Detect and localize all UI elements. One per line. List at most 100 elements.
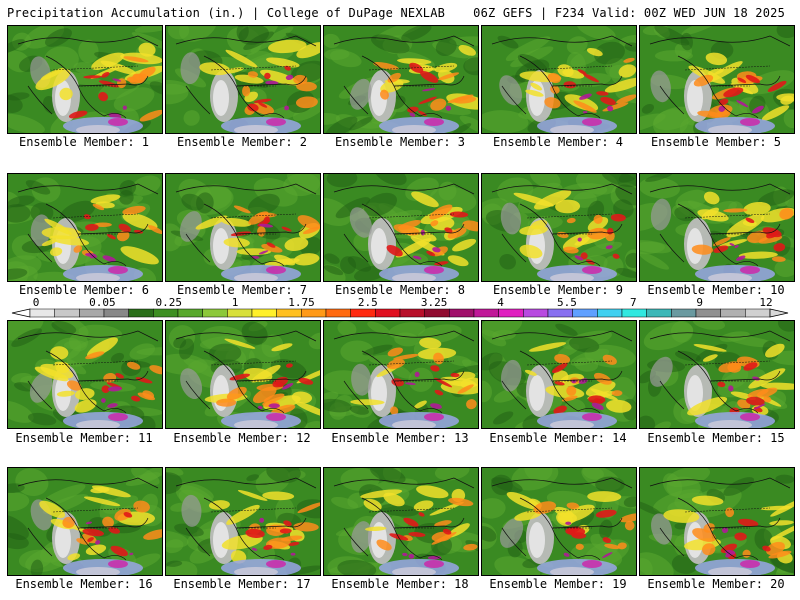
colorbar-swatch [745,308,771,318]
precip-field [482,174,636,281]
ensemble-member-map [323,173,479,282]
ensemble-member-label: Ensemble Member: 17 [173,577,311,591]
ensemble-member-label: Ensemble Member: 16 [15,577,153,591]
ensemble-member-label: Ensemble Member: 2 [176,135,308,149]
precip-field [324,26,478,133]
colorbar-tick-label: 3.25 [420,296,448,309]
ensemble-member-map [165,173,321,282]
ensemble-member-map [481,25,637,134]
ensemble-member-map [165,320,321,429]
colorbar-swatch [621,308,647,318]
ensemble-member-map [323,467,479,576]
precip-field [166,321,320,428]
colorbar-swatch [325,308,351,318]
ensemble-member-label: Ensemble Member: 11 [15,431,153,445]
ensemble-member-label: Ensemble Member: 13 [331,431,469,445]
colorbar-min-arrow [11,308,31,318]
colorbar-swatch [153,308,179,318]
colorbar-tick-label: 4 [497,296,504,309]
colorbar-swatch [251,308,277,318]
precip-field [640,26,794,133]
ensemble-member-map [639,25,795,134]
colorbar-swatch [128,308,154,318]
ensemble-member-map [323,320,479,429]
precip-field [482,26,636,133]
ensemble-member-label: Ensemble Member: 15 [647,431,785,445]
colorbar-tick-label: 2.5 [357,296,378,309]
ensemble-member-label: Ensemble Member: 18 [331,577,469,591]
precip-field [640,468,794,575]
precip-field [324,321,478,428]
colorbar-tick-label: 1 [231,296,239,309]
colorbar-tick-label: 12 [759,296,773,309]
precip-field [166,26,320,133]
colorbar-tick-label: 5.5 [556,296,577,309]
precip-field [8,468,162,575]
colorbar-swatch [276,308,302,318]
precip-field [166,468,320,575]
colorbar-swatch [523,308,549,318]
colorbar-swatch [350,308,376,318]
ensemble-member-label: Ensemble Member: 5 [650,135,782,149]
ensemble-member-label: Ensemble Member: 4 [492,135,624,149]
ensemble-member-label: Ensemble Member: 8 [334,283,466,297]
colorbar-tick-label: 0.25 [155,296,182,309]
colorbar-swatch [375,308,401,318]
ensemble-member-map [639,467,795,576]
ensemble-member-map [7,320,163,429]
ensemble-member-label: Ensemble Member: 19 [489,577,627,591]
ensemble-member-label: Ensemble Member: 3 [334,135,466,149]
ensemble-member-map [481,320,637,429]
colorbar-swatch [572,308,598,318]
precip-field [166,174,320,281]
ensemble-member-label: Ensemble Member: 9 [492,283,624,297]
colorbar-swatch [424,308,450,318]
precip-field [8,321,162,428]
colorbar-swatch [597,308,623,318]
precip-field [482,321,636,428]
colorbar-swatch [202,308,228,318]
colorbar-tick-label: 1.75 [288,296,315,309]
ensemble-member-map [639,320,795,429]
colorbar-swatch [79,308,105,318]
ensemble-member-label: Ensemble Member: 7 [176,283,308,297]
colorbar-swatch [449,308,475,318]
ensemble-member-map [639,173,795,282]
ensemble-member-label: Ensemble Member: 20 [647,577,785,591]
colorbar-swatch [54,308,80,318]
ensemble-member-map [7,467,163,576]
colorbar-swatch [473,308,499,318]
precip-field [482,468,636,575]
colorbar-max-arrow [769,308,789,318]
ensemble-member-label: Ensemble Member: 6 [18,283,150,297]
colorbar-swatch [177,308,203,318]
colorbar-swatch [399,308,425,318]
colorbar-tick-label: 9 [696,296,703,309]
ensemble-member-map [7,25,163,134]
precip-field [324,468,478,575]
ensemble-member-label: Ensemble Member: 12 [173,431,311,445]
ensemble-member-label: Ensemble Member: 1 [18,135,150,149]
colorbar [11,308,789,318]
run-valid-time: 06Z GEFS | F234 Valid: 00Z WED JUN 18 20… [473,6,785,20]
colorbar-swatch [301,308,327,318]
precip-field [640,174,794,281]
ensemble-member-map [481,173,637,282]
colorbar-swatch [695,308,721,318]
colorbar-swatch [720,308,746,318]
ensemble-member-map [481,467,637,576]
ensemble-member-map [7,173,163,282]
ensemble-member-label: Ensemble Member: 10 [647,283,785,297]
colorbar-swatch [646,308,672,318]
colorbar-swatch [29,308,55,318]
ensemble-member-map [323,25,479,134]
map-title: Precipitation Accumulation (in.) | Colle… [7,6,446,20]
ensemble-member-map [165,25,321,134]
colorbar-swatch [103,308,129,318]
colorbar-tick-label: 7 [629,296,637,309]
colorbar-tick-label: 0 [32,296,40,309]
precip-field [8,26,162,133]
ensemble-member-label: Ensemble Member: 14 [489,431,627,445]
colorbar-swatch [227,308,253,318]
colorbar-tick-label: 0.05 [89,296,116,309]
